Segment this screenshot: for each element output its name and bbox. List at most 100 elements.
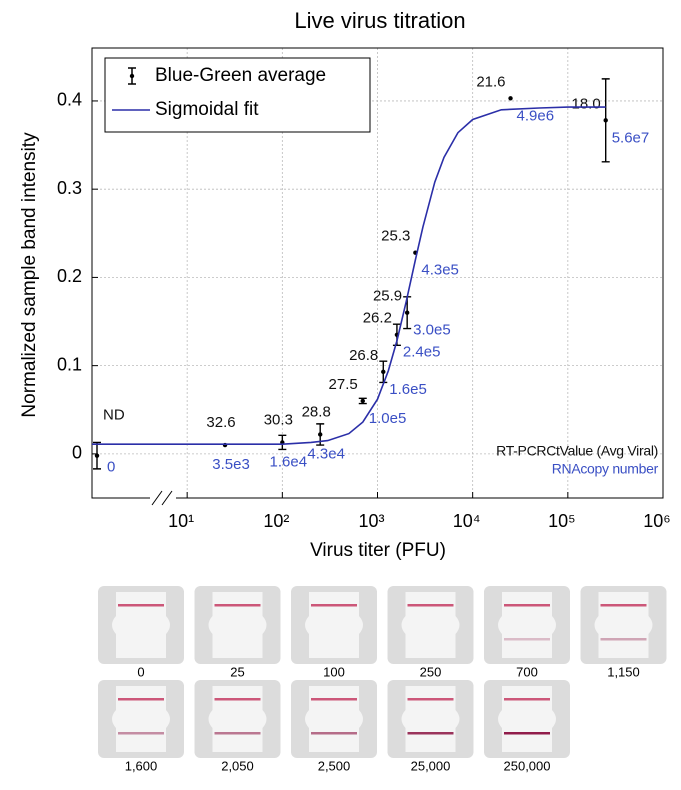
strip-label: 25 xyxy=(230,664,244,679)
rna-label: 4.3e4 xyxy=(307,445,345,462)
test-strip: 0 xyxy=(98,586,184,679)
test-strip: 2,050 xyxy=(194,680,281,773)
y-tick-label: 0.3 xyxy=(57,178,82,198)
ct-label: 30.3 xyxy=(264,411,293,428)
y-tick-label: 0.2 xyxy=(57,266,82,286)
test-line xyxy=(504,732,550,735)
strip-window xyxy=(401,592,460,658)
strip-label: 250,000 xyxy=(504,758,551,773)
strip-label: 250 xyxy=(420,664,442,679)
y-tick-label: 0.4 xyxy=(57,90,82,110)
strip-label: 100 xyxy=(323,664,345,679)
strip-window xyxy=(305,686,363,752)
ct-label: 25.3 xyxy=(381,228,410,245)
control-line xyxy=(311,604,357,607)
legend-label: Blue-Green average xyxy=(155,65,326,86)
strip-window xyxy=(498,686,556,752)
x-tick-label: 10² xyxy=(263,511,289,531)
control-line xyxy=(118,604,164,607)
control-line xyxy=(118,698,164,701)
y-tick-label: 0 xyxy=(72,443,82,463)
control-line xyxy=(407,698,454,701)
ct-label: 27.5 xyxy=(329,376,358,393)
control-line xyxy=(504,698,550,701)
x-tick-label: 10⁶ xyxy=(643,511,670,531)
rna-label: 3.0e5 xyxy=(413,322,451,339)
test-strip: 250,000 xyxy=(484,680,570,773)
strip-window xyxy=(305,592,363,658)
rna-label: 4.3e5 xyxy=(421,262,459,279)
rna-label: 1.6e5 xyxy=(389,381,427,398)
rna-label: 5.6e7 xyxy=(612,129,650,146)
x-axis-label: Virus titer (PFU) xyxy=(310,540,446,561)
control-line xyxy=(214,604,261,607)
test-strip: 2,500 xyxy=(291,680,377,773)
axis-break xyxy=(150,490,176,506)
strip-window xyxy=(401,686,460,752)
x-tick-label: 10⁵ xyxy=(548,511,575,531)
strip-label: 1,600 xyxy=(125,758,158,773)
ct-label: 26.2 xyxy=(363,310,392,327)
x-tick-label: 10³ xyxy=(358,511,384,531)
test-strips: 0 25 100 250 700 1,150 1,600 2,050 2,500 25,000 25… xyxy=(98,586,667,773)
rna-label: 2.4e5 xyxy=(403,344,441,361)
x-tick-label: 10⁴ xyxy=(453,511,481,531)
control-line xyxy=(407,604,454,607)
strip-window xyxy=(112,686,170,752)
test-line xyxy=(504,638,550,641)
data-point xyxy=(360,398,365,404)
ct-label: 21.6 xyxy=(476,73,505,90)
y-tick-label: 0.1 xyxy=(57,354,82,374)
test-strip: 1,600 xyxy=(98,680,184,773)
strip-label: 2,500 xyxy=(318,758,351,773)
y-axis-label: Normalized sample band intensity xyxy=(19,132,40,418)
test-line xyxy=(311,732,357,735)
rna-label: 1.0e5 xyxy=(369,410,407,427)
test-strip: 100 xyxy=(291,586,377,679)
x-tick-label: 10¹ xyxy=(168,511,194,531)
chart-title: Live virus titration xyxy=(294,8,465,33)
ct-label: 28.8 xyxy=(302,403,331,420)
strip-window xyxy=(208,686,267,752)
legend-label: Sigmoidal fit xyxy=(155,99,259,120)
fit-line xyxy=(92,106,606,445)
annotation: RT-PCRCtValue (Avg Viral) xyxy=(496,443,658,459)
ct-label: ND xyxy=(103,407,125,424)
axes xyxy=(91,47,664,499)
data-point xyxy=(508,96,513,101)
strip-label: 0 xyxy=(137,664,144,679)
legend-symbol xyxy=(129,73,135,79)
strip-window xyxy=(112,592,170,658)
control-line xyxy=(214,698,261,701)
legend: Blue-Green average Sigmoidal fit xyxy=(104,57,371,133)
rna-label: 4.9e6 xyxy=(517,107,555,124)
data-point xyxy=(318,432,323,437)
control-line xyxy=(311,698,357,701)
control-line xyxy=(504,604,550,607)
test-strip: 250 xyxy=(387,586,474,679)
rna-label: 0 xyxy=(107,459,115,476)
test-line xyxy=(600,638,647,641)
strip-label: 2,050 xyxy=(221,758,254,773)
test-strip: 25,000 xyxy=(387,680,474,773)
rna-label: 1.6e4 xyxy=(270,453,308,470)
control-line xyxy=(600,604,647,607)
test-line xyxy=(214,732,261,735)
test-strip: 25 xyxy=(194,586,281,679)
test-strip: 700 xyxy=(484,586,570,679)
ct-label: 18.0 xyxy=(572,95,601,112)
annotation: RNAcopy number xyxy=(552,461,659,477)
data-point xyxy=(381,369,386,375)
strip-label: 700 xyxy=(516,664,538,679)
strip-window xyxy=(498,592,556,658)
strip-window xyxy=(208,592,267,658)
strip-label: 1,150 xyxy=(607,664,640,679)
test-strip: 1,150 xyxy=(580,586,667,679)
strip-window xyxy=(594,592,653,658)
ct-label: 26.8 xyxy=(349,347,378,364)
test-line xyxy=(407,732,454,735)
ct-label: 25.9 xyxy=(373,288,402,305)
rna-label: 3.5e3 xyxy=(212,456,250,473)
